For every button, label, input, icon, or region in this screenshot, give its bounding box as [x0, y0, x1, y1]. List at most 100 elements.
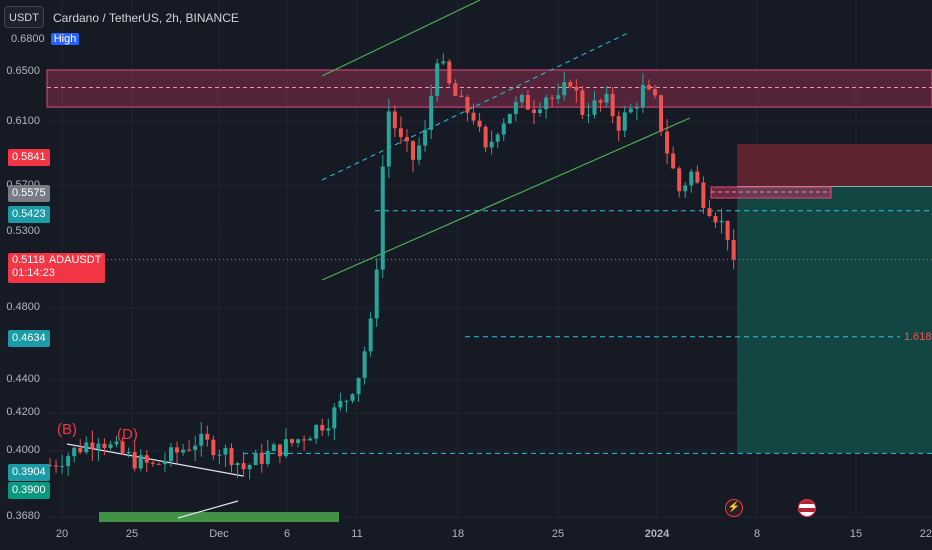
candle-body	[550, 97, 555, 99]
candle-body	[126, 451, 131, 454]
candle-body	[707, 208, 712, 216]
time-tick-label: 20	[55, 528, 69, 540]
candle-body	[592, 100, 597, 115]
candle-body	[423, 129, 428, 146]
candle-body	[350, 394, 355, 401]
candle-body	[519, 95, 524, 103]
candle-body	[96, 443, 101, 449]
candle-body	[483, 126, 488, 148]
candle-body	[677, 168, 682, 192]
channel-lower-line	[321, 117, 691, 281]
zones	[46, 69, 932, 522]
fib-1618-label: 1.618	[904, 331, 932, 343]
candle-body	[507, 113, 512, 124]
bar-countdown: 01:14:23	[12, 267, 55, 279]
candle-body	[302, 439, 307, 441]
candle-body	[725, 220, 730, 241]
candle-body	[296, 439, 301, 443]
wave-b-label: (B)	[57, 421, 77, 438]
candle-body	[199, 433, 204, 446]
time-tick-label: 8	[753, 528, 761, 540]
time-tick-label: Dec	[209, 528, 229, 540]
candle-body	[398, 128, 403, 138]
candle-body	[138, 455, 143, 469]
candle-body	[665, 131, 670, 154]
candle-body	[169, 447, 173, 462]
us-flag-event-icon[interactable]	[798, 499, 816, 517]
currency-button[interactable]: USDT	[4, 6, 44, 28]
candle-body	[532, 109, 536, 114]
candle-body	[604, 93, 609, 103]
candle-body	[477, 120, 482, 127]
candle-body	[628, 108, 633, 113]
candle-body	[386, 111, 391, 167]
price-tick-label: 0.4400	[6, 373, 40, 385]
candle-body	[78, 447, 83, 453]
candle-body	[556, 95, 561, 99]
candle-body	[271, 444, 276, 451]
candle-body	[622, 112, 627, 131]
candle-body	[471, 112, 476, 121]
candle-body	[435, 63, 440, 96]
price-tick-label: 0.6100	[6, 115, 40, 127]
support-price-tag: 0.3900	[8, 482, 50, 499]
candle-body	[156, 463, 161, 465]
candle-body	[538, 109, 543, 114]
time-tick-label: 25	[125, 528, 139, 540]
candle-body	[332, 407, 337, 429]
candle-body	[320, 425, 325, 431]
candle-body	[713, 215, 718, 223]
candle-body	[326, 428, 331, 431]
time-tick-label: 25	[551, 528, 565, 540]
candle-body	[380, 166, 385, 270]
candle-body	[175, 447, 180, 453]
candle-body	[290, 439, 294, 443]
candle-body	[671, 153, 676, 169]
triangle-lower-line	[177, 500, 239, 519]
candle-body	[308, 438, 313, 441]
time-tick-label: 2024	[644, 528, 670, 540]
high-price-tag: 0.6800 High	[8, 32, 80, 47]
candle-body	[374, 269, 379, 319]
candle-body	[701, 182, 706, 209]
candle-body	[392, 111, 397, 129]
candle-body	[72, 447, 77, 457]
candle-body	[411, 141, 415, 160]
flash-event-icon[interactable]: ⚡	[725, 499, 743, 517]
candle-body	[356, 377, 361, 395]
symbol-title: Cardano / TetherUS, 2h, BINANCE	[53, 11, 239, 25]
candle-body	[640, 85, 645, 108]
channel-mid-line	[321, 31, 631, 181]
candle-body	[610, 93, 615, 117]
fib-price-tag: 0.4634	[8, 330, 50, 347]
candle-body	[368, 318, 373, 352]
price-tick-label: 0.4200	[6, 406, 40, 418]
candle-body	[659, 95, 664, 132]
candle-body	[586, 114, 591, 116]
candle-body	[90, 442, 95, 449]
candle-body	[574, 86, 579, 91]
candle-body	[544, 97, 549, 110]
candle-body	[513, 102, 518, 114]
time-tick-label: 6	[283, 528, 291, 540]
candle-body	[205, 433, 210, 440]
candle-body	[616, 116, 621, 131]
candle-body	[429, 95, 434, 130]
candle-body	[108, 444, 113, 448]
candle-body	[695, 171, 700, 183]
candle-body	[598, 100, 603, 103]
stop-price-tag: 0.5841	[8, 149, 50, 166]
candle-body	[54, 465, 59, 467]
high-price-value: 0.6800	[8, 33, 48, 45]
price-tick-label: 0.5300	[6, 225, 40, 237]
candle-body	[132, 451, 137, 469]
current-price-tag: 0.5118 ADAUSDT 01:14:23	[8, 253, 106, 283]
candle-body	[247, 464, 252, 470]
candle-body	[465, 97, 470, 113]
entry-price-tag: 0.5575	[8, 185, 50, 202]
candle-body	[187, 449, 192, 451]
candle-body	[580, 90, 585, 115]
target-price-tag: 0.3904	[8, 464, 50, 481]
